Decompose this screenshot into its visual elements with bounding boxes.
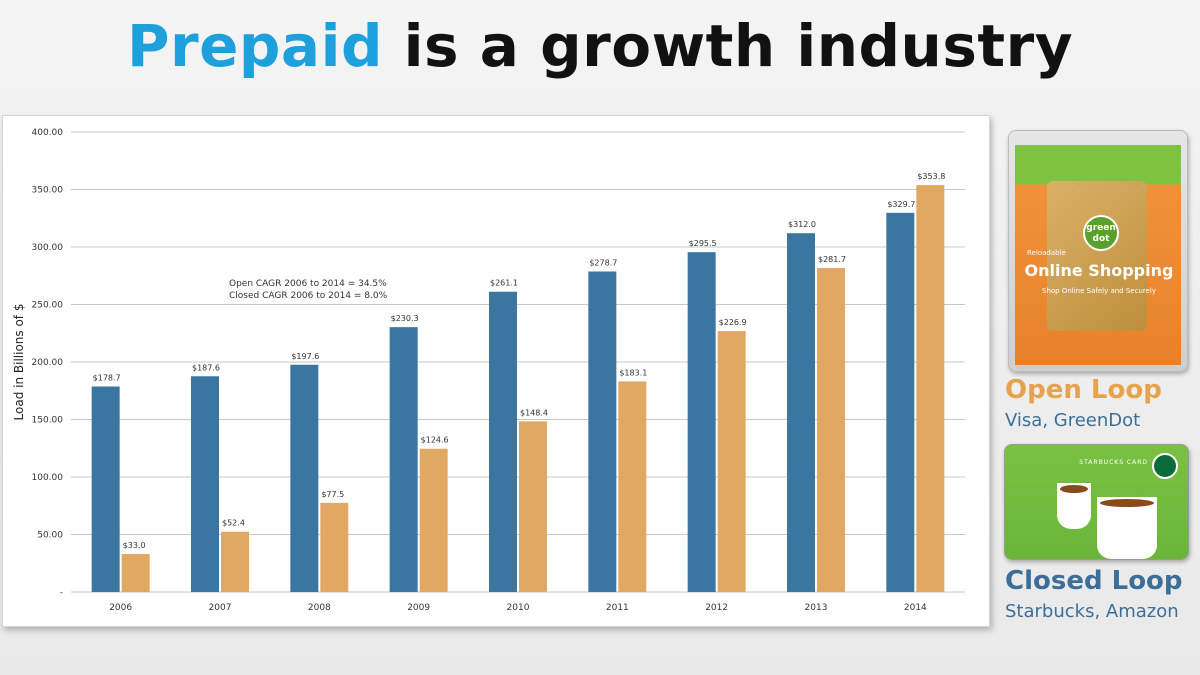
data-label: $148.4 [520,408,548,417]
closed-loop-title: Closed Loop [1005,566,1183,596]
data-label: $295.5 [689,239,717,248]
bar-open [787,233,815,592]
bar-closed [618,381,647,592]
data-label: $52.4 [222,519,245,528]
bar-closed [320,502,349,592]
x-tick-label: 2010 [507,603,530,613]
card-type-text: Reloadable [1027,249,1066,257]
bar-closed [121,554,150,592]
y-tick-label: 150.00 [32,416,64,426]
page-title: Prepaid is a growth industry [0,12,1200,80]
closed-loop-subtitle: Starbucks, Amazon [1005,601,1179,622]
data-label: $226.9 [719,318,747,327]
y-tick-label: 400.00 [32,128,64,138]
coffee-cup-icon [1057,483,1091,529]
bar-closed [916,185,945,592]
x-tick-label: 2006 [109,603,132,613]
starbucks-card-label: STARBUCKS CARD [1079,459,1148,466]
data-label: $281.7 [818,255,846,264]
data-label: $77.5 [321,490,344,499]
bar-closed [717,331,746,592]
bar-closed [419,448,448,592]
data-label: $329.7 [887,200,915,209]
bar-closed [519,421,547,592]
bar-closed [817,268,845,592]
y-tick-label: 350.00 [32,186,64,196]
y-tick-label: 250.00 [32,301,64,311]
x-tick-label: 2009 [407,603,430,613]
coffee-cup-icon [1097,497,1157,559]
open-loop-title: Open Loop [1005,375,1162,405]
open-loop-subtitle: Visa, GreenDot [1005,410,1141,431]
chart-panel: - 50.00 100.00 150.00 200.00 250.00 300.00 350.… [2,115,990,627]
x-tick-label: 2011 [606,603,629,613]
data-label: $312.0 [788,220,816,229]
data-label: $187.6 [192,363,220,372]
card-tagline: Shop Online Safely and Securely [1042,287,1156,295]
data-label: $197.6 [291,352,319,361]
y-axis-label: Load in Billions of $ [12,304,26,421]
y-tick-label: 300.00 [32,243,64,253]
card-package: green dot Reloadable Online Shopping Sho… [1015,145,1181,365]
data-label: $261.1 [490,279,518,288]
data-label: $353.8 [917,172,945,181]
data-label: $278.7 [589,258,617,267]
open-loop-card-image: green dot Reloadable Online Shopping Sho… [1008,130,1188,372]
data-label: $178.7 [93,373,121,382]
y-tick-label: 200.00 [32,358,64,368]
y-tick-label: - [60,588,63,598]
x-tick-label: 2013 [805,603,828,613]
bar-open [687,252,716,593]
bar-chart: - 50.00 100.00 150.00 200.00 250.00 300.00 350.… [12,128,965,613]
data-label: $230.3 [391,314,419,323]
data-label: $183.1 [619,368,647,377]
x-tick-label: 2014 [904,603,927,613]
x-tick-label: 2008 [308,603,331,613]
bar-open [489,291,517,592]
data-label: $124.6 [421,436,449,445]
greendot-logo-icon: green dot [1083,215,1119,251]
card-gold [1047,181,1147,331]
closed-loop-card-image: STARBUCKS CARD [1004,444,1189,560]
title-rest: is a growth industry [382,12,1074,80]
title-highlight: Prepaid [126,12,383,80]
cagr-annotation: Closed CAGR 2006 to 2014 = 8.0% [229,291,388,301]
bar-open [290,364,319,592]
y-tick-label: 50.00 [37,531,63,541]
cagr-annotation: Open CAGR 2006 to 2014 = 34.5% [229,279,387,289]
bar-open [91,386,120,592]
bar-closed [221,531,249,592]
y-tick-label: 100.00 [32,473,64,483]
data-label: $33.0 [123,541,146,550]
x-tick-label: 2007 [209,603,232,613]
bar-open [389,327,418,592]
starbucks-logo-icon [1152,453,1178,479]
x-tick-label: 2012 [705,603,728,613]
bar-open [886,212,915,592]
card-headline: Online Shopping [1024,261,1174,280]
bar-open [191,376,219,592]
bar-open [588,271,617,592]
